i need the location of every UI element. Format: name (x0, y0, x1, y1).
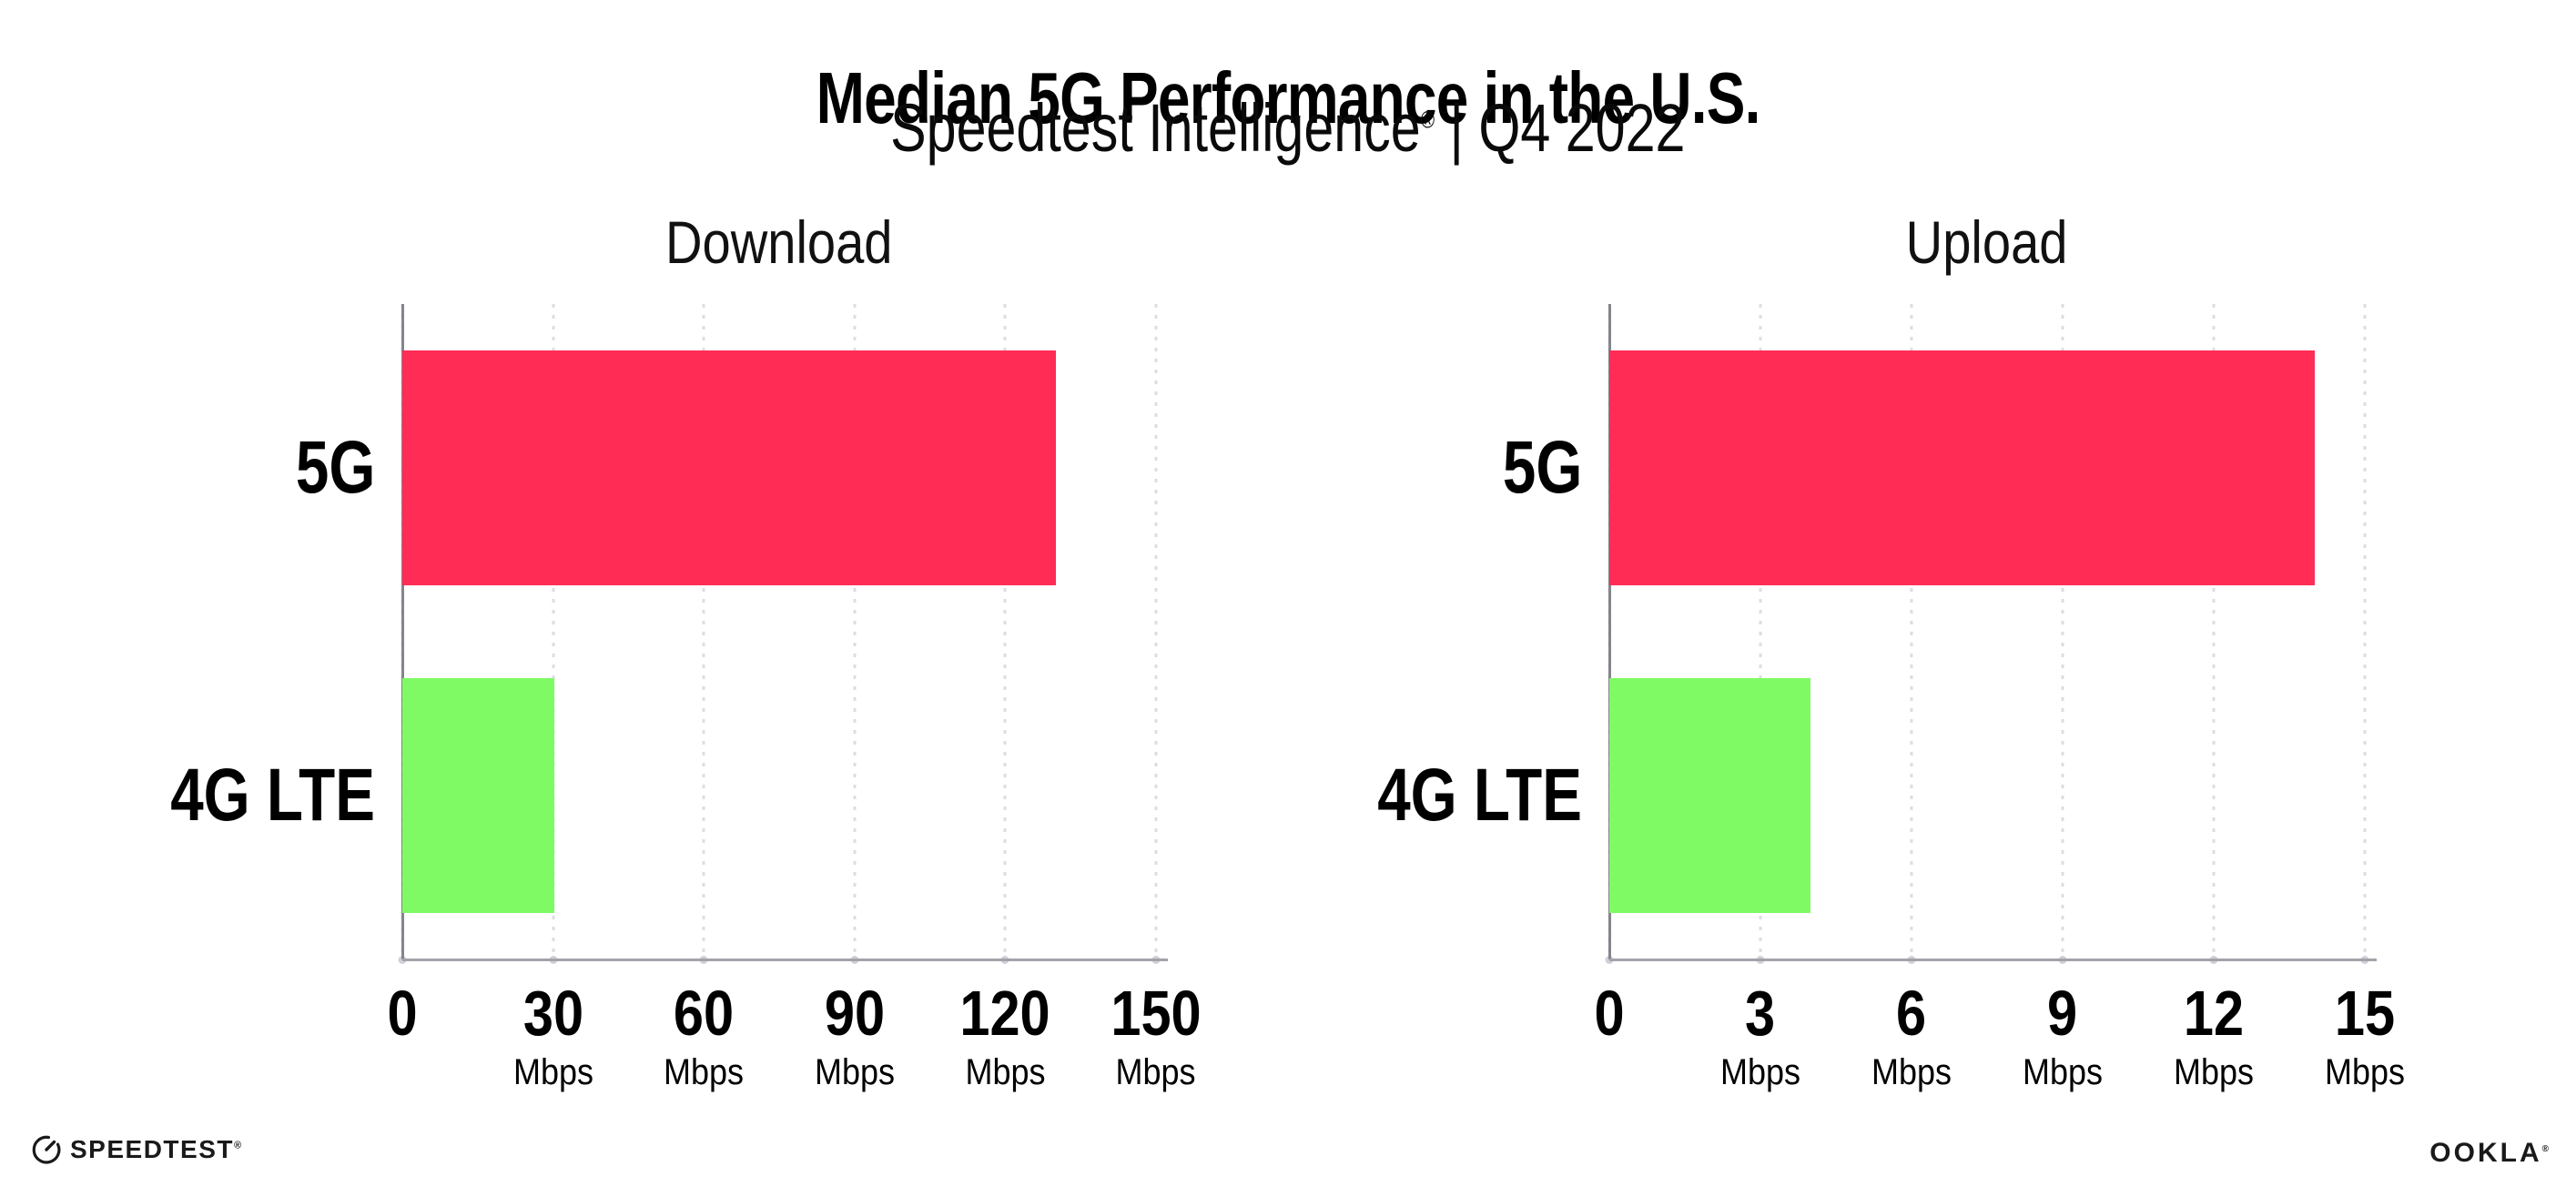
x-tick-unit: Mbps (512, 1052, 593, 1092)
category-label-5g: 5G (1502, 426, 1582, 509)
bar-4g-lte (1609, 678, 1811, 913)
gridline (2212, 304, 2216, 959)
gridline (853, 304, 857, 959)
speedtest-wordmark: SPEEDTEST® (70, 1135, 243, 1163)
x-tick-value: 30 (522, 978, 583, 1049)
x-tick-value: 0 (1594, 978, 1625, 1049)
plot-area: 5G 4G LTE (1377, 304, 2377, 964)
x-axis-ticks: 0 30 Mbps 60 Mbps 90 Mbps 120 Mbps 150 Mbps (387, 981, 1201, 1163)
gridline (1154, 304, 1158, 959)
y-axis-line (401, 304, 404, 959)
bar-4g-lte (402, 678, 554, 913)
gridline (2363, 304, 2367, 959)
chart-title: Download (665, 208, 893, 276)
x-tick-unit: Mbps (2173, 1052, 2255, 1092)
x-tick: 0 (1592, 981, 1628, 1045)
gridline (1003, 304, 1007, 959)
x-axis-line (402, 959, 1168, 961)
category-label-4g-lte: 4G LTE (170, 754, 375, 837)
chart-upload: Upload 5G 4G LTE 0 3 Mbps 6 Mbps 9 Mbps 12 Mbps 15… (1377, 208, 2405, 1174)
x-tick: 60 Mbps (659, 981, 748, 1090)
x-tick-value: 6 (1896, 978, 1927, 1049)
page-title-text: Median 5G Performance in the U.S. (816, 56, 1761, 138)
x-tick-unit: Mbps (664, 1052, 745, 1092)
gridline (1759, 304, 1762, 959)
x-tick: 9 Mbps (2018, 981, 2107, 1090)
x-tick-value: 3 (1745, 978, 1776, 1049)
category-label-4g-lte: 4G LTE (1377, 754, 1582, 837)
x-tick: 6 Mbps (1867, 981, 1956, 1090)
x-tick-value: 15 (2334, 978, 2396, 1049)
speedtest-gauge-icon (32, 1135, 61, 1164)
bar-5g (402, 350, 1056, 585)
chart-download: Download 5G 4G LTE 0 30 Mbps 60 Mbps 90 Mbps 120… (170, 208, 1201, 1174)
x-tick-value: 90 (824, 978, 885, 1049)
x-tick: 30 Mbps (509, 981, 598, 1090)
x-tick-unit: Mbps (1115, 1052, 1197, 1092)
x-tick-value: 60 (674, 978, 735, 1049)
x-tick-unit: Mbps (2022, 1052, 2104, 1092)
x-tick-value: 120 (959, 978, 1051, 1049)
gridline (702, 304, 705, 959)
x-tick: 12 Mbps (2169, 981, 2258, 1090)
subtitle-period: | Q4 2022 (1435, 90, 1686, 166)
chart-title: Upload (1906, 208, 2068, 276)
registered-mark: ® (233, 1140, 243, 1151)
x-tick-unit: Mbps (1871, 1052, 1952, 1092)
speedtest-logo: SPEEDTEST® (31, 1134, 243, 1165)
registered-mark: ® (1420, 106, 1435, 134)
x-tick-unit: Mbps (2324, 1052, 2406, 1092)
x-tick: 15 Mbps (2320, 981, 2409, 1090)
x-axis-ticks: 0 3 Mbps 6 Mbps 9 Mbps 12 Mbps 15 Mbps (1594, 981, 2405, 1163)
x-tick: 150 Mbps (1103, 981, 1210, 1090)
x-tick: 120 Mbps (952, 981, 1059, 1090)
x-tick-value: 12 (2183, 978, 2245, 1049)
ookla-logo: OOKLA® (2429, 1140, 2549, 1167)
plot-area: 5G 4G LTE (170, 304, 1168, 964)
x-tick-unit: Mbps (965, 1052, 1046, 1092)
gridline (2061, 304, 2064, 959)
x-axis-line (1609, 959, 2377, 961)
page-subtitle: Speedtest Intelligence® | Q4 2022 (0, 91, 2576, 165)
y-axis-line (1608, 304, 1611, 959)
category-label-5g: 5G (295, 426, 375, 509)
ookla-wordmark: OOKLA (2429, 1138, 2542, 1168)
x-tick-unit: Mbps (814, 1052, 895, 1092)
x-tick: 90 Mbps (810, 981, 899, 1090)
page-title: Median 5G Performance in the U.S. (0, 56, 2576, 138)
x-tick-unit: Mbps (1719, 1052, 1801, 1092)
gridline (1910, 304, 1913, 959)
x-tick-value: 150 (1111, 978, 1202, 1049)
x-tick: 0 (385, 981, 421, 1045)
bar-5g (1609, 350, 2315, 585)
x-tick-value: 0 (387, 978, 418, 1049)
subtitle-brand: Speedtest Intelligence (890, 90, 1421, 166)
x-tick: 3 Mbps (1716, 981, 1805, 1090)
registered-mark: ® (2541, 1144, 2549, 1154)
x-tick-value: 9 (2047, 978, 2078, 1049)
gridline (552, 304, 555, 959)
